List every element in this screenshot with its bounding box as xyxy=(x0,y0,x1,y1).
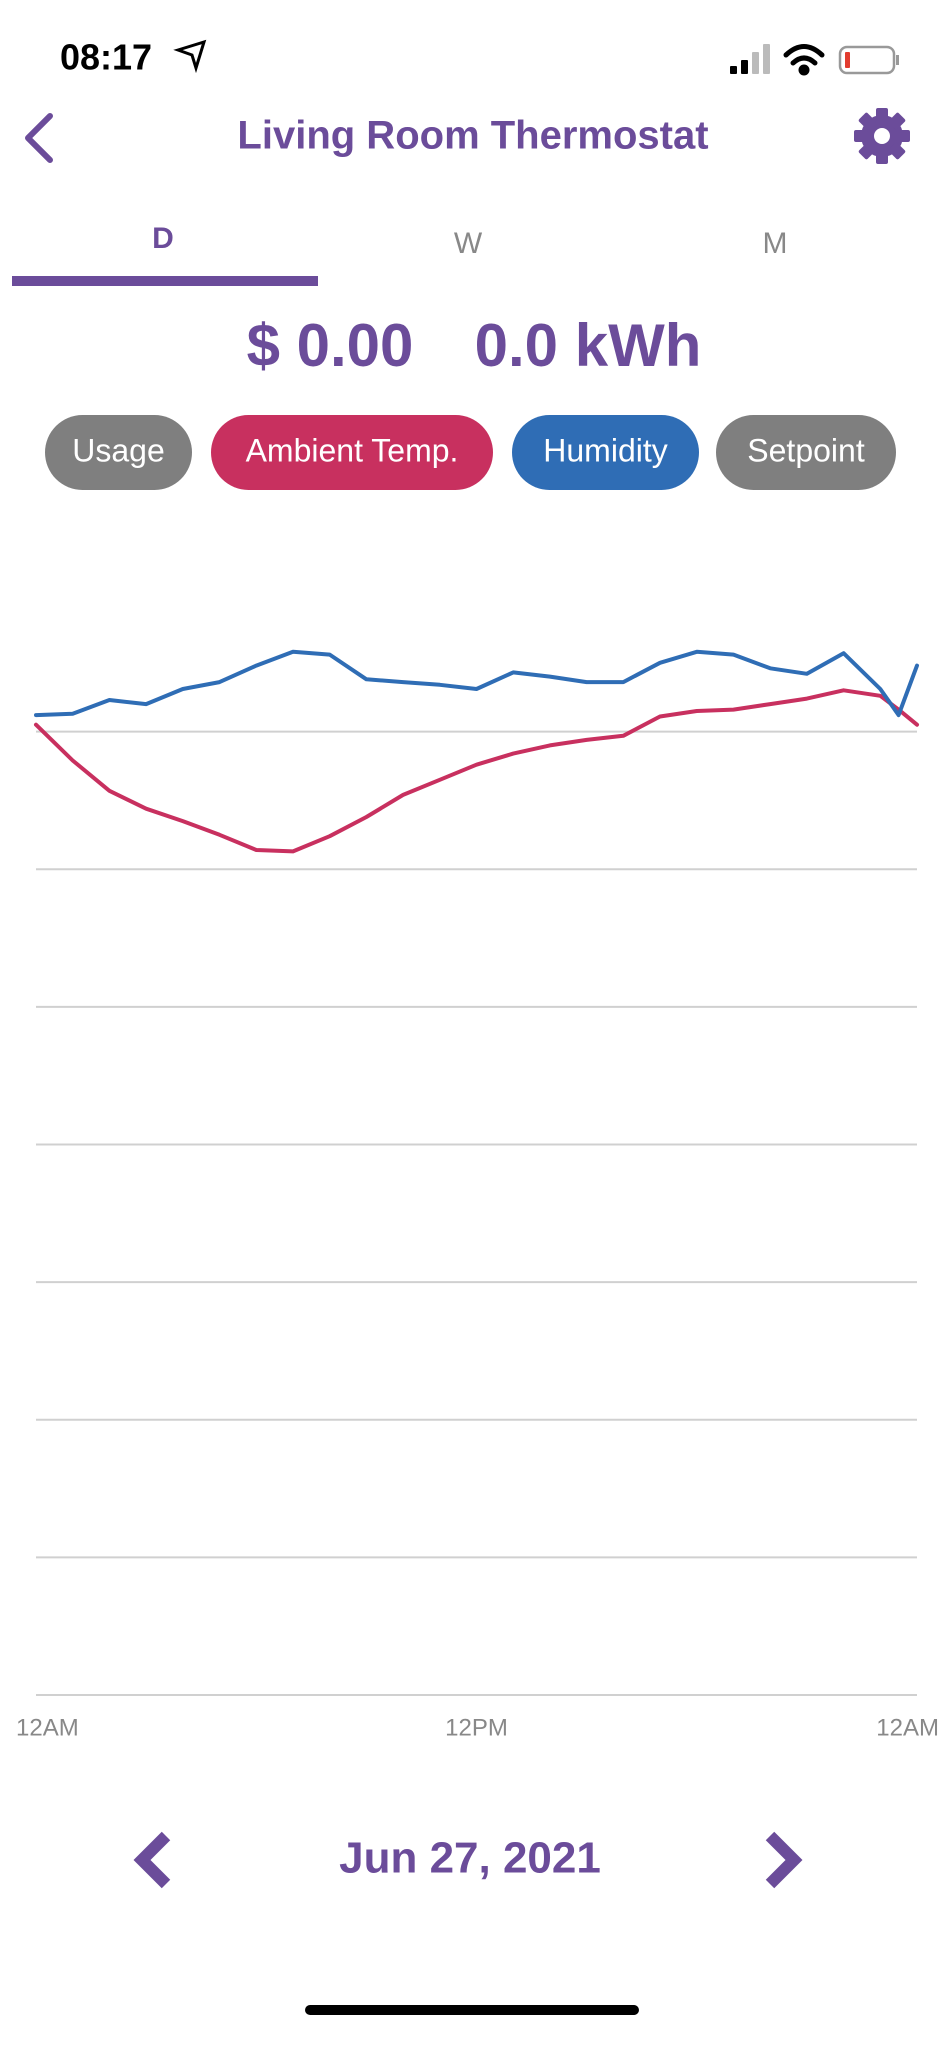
filter-pill[interactable] xyxy=(45,415,192,490)
series-line xyxy=(34,649,919,718)
gear-tooth xyxy=(896,130,910,142)
tab-week[interactable]: W xyxy=(454,227,483,260)
filter-label: Setpoint xyxy=(747,432,865,468)
gear-tooth xyxy=(876,150,888,164)
current-date: Jun 27, 2021 xyxy=(339,1834,601,1883)
filter-pill[interactable] xyxy=(512,415,699,490)
x-tick-label: 12AM xyxy=(876,1714,939,1741)
previous-day-button[interactable] xyxy=(133,1831,171,1889)
gear-tooth xyxy=(888,142,906,160)
signal-icon xyxy=(730,44,770,74)
tab-month[interactable]: M xyxy=(763,227,788,260)
screen-title: Living Room Thermostat xyxy=(237,114,708,158)
tab-indicator xyxy=(12,276,318,286)
settings-button[interactable] xyxy=(854,108,910,164)
x-tick-label: 12AM xyxy=(16,1714,79,1741)
gear-tooth xyxy=(888,112,906,130)
battery-tip xyxy=(896,55,899,65)
wifi-icon xyxy=(783,44,825,76)
back-button[interactable] xyxy=(25,113,53,163)
gear-tooth xyxy=(876,108,888,122)
gear-tooth xyxy=(858,142,876,160)
next-day-button[interactable] xyxy=(765,1831,803,1889)
battery-level xyxy=(845,52,850,68)
gear-tooth xyxy=(854,130,868,142)
tab-day[interactable]: D xyxy=(152,222,174,255)
x-tick-label: 12PM xyxy=(445,1714,508,1741)
home-indicator xyxy=(305,2005,639,2015)
filter-bar: Usage Ambient Temp. Humidity Setpoint xyxy=(45,415,896,490)
status-time: 08:17 xyxy=(60,37,152,78)
location-icon xyxy=(173,39,207,74)
filter-label: Humidity xyxy=(543,432,667,468)
filter-label: Ambient Temp. xyxy=(246,432,459,468)
cost-summary: $ 0.00 xyxy=(247,312,414,379)
filter-pill[interactable] xyxy=(716,415,896,490)
chart: 12AM 12PM 12AM xyxy=(16,649,939,1741)
energy-summary: 0.0 kWh xyxy=(475,312,702,379)
series-line xyxy=(34,688,919,854)
filter-pill[interactable] xyxy=(211,415,493,490)
filter-label: Usage xyxy=(72,432,165,468)
battery-icon xyxy=(838,45,896,75)
gear-tooth xyxy=(858,112,876,130)
